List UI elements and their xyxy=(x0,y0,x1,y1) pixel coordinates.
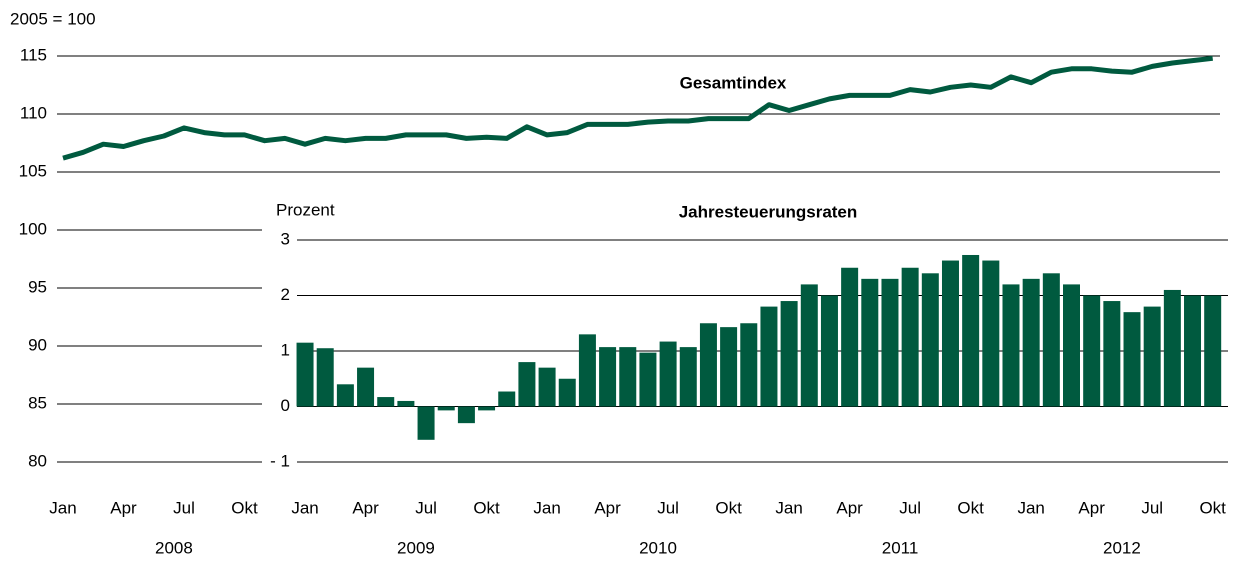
line xyxy=(62,55,1213,161)
x-tick-label: Jul xyxy=(657,498,679,517)
bar xyxy=(740,323,758,407)
bar xyxy=(1103,301,1121,407)
x-tick-label: Jan xyxy=(291,498,318,517)
x-tick-label: Okt xyxy=(715,498,742,517)
bar xyxy=(760,306,778,407)
bar xyxy=(1002,284,1020,407)
bar xyxy=(921,273,939,407)
y-tick-label: 1 xyxy=(281,340,290,359)
bar xyxy=(599,347,617,407)
bar xyxy=(478,406,496,411)
bar xyxy=(437,406,455,411)
x-tick-label: Jan xyxy=(533,498,560,517)
y-tick-label: 95 xyxy=(28,277,47,296)
x-tick-label: Jan xyxy=(49,498,76,517)
x-tick-label: Jan xyxy=(1017,498,1044,517)
y-tick-label: 80 xyxy=(28,451,47,470)
y-tick-label: 115 xyxy=(20,45,47,64)
bar xyxy=(397,400,415,407)
bar xyxy=(780,301,798,407)
bar xyxy=(357,367,375,407)
bar xyxy=(820,295,838,407)
x-tick-label: Apr xyxy=(352,498,379,517)
y-tick-label: 110 xyxy=(20,103,47,122)
bar xyxy=(1204,295,1222,407)
bar xyxy=(841,267,859,407)
bar xyxy=(578,334,596,407)
y-tick-label: 3 xyxy=(281,229,290,248)
bar xyxy=(1143,306,1161,407)
x-tick-label: Apr xyxy=(110,498,137,517)
bar xyxy=(1163,289,1181,407)
bar xyxy=(316,348,334,407)
x-tick-label: Okt xyxy=(1199,498,1226,517)
bar xyxy=(1042,273,1060,407)
bar xyxy=(336,384,354,407)
x-tick-label: Jan xyxy=(775,498,802,517)
bar xyxy=(518,362,536,407)
bar xyxy=(619,347,637,407)
year-label: 2010 xyxy=(639,538,677,557)
bar xyxy=(1184,295,1202,407)
chart-title: Jahresteuerungsraten xyxy=(679,202,858,221)
y-tick-label: 2 xyxy=(281,285,290,304)
y-tick-label: 105 xyxy=(19,161,47,180)
y-tick-label: 90 xyxy=(28,335,47,354)
y-tick-label: 100 xyxy=(19,219,47,238)
x-tick-label: Okt xyxy=(957,498,984,517)
bar xyxy=(1083,295,1101,407)
bar xyxy=(1022,278,1040,407)
bar xyxy=(720,327,738,407)
y-axis-label: Prozent xyxy=(276,200,335,219)
bar xyxy=(498,391,516,407)
x-tick-label: Apr xyxy=(594,498,621,517)
bar xyxy=(1063,284,1080,407)
bar xyxy=(699,323,717,407)
bar xyxy=(558,378,576,407)
bar xyxy=(861,278,879,407)
y-tick-label: 0 xyxy=(281,396,290,415)
bar xyxy=(457,406,475,424)
bar xyxy=(639,352,657,407)
year-label: 2012 xyxy=(1103,538,1141,557)
bar xyxy=(881,278,899,407)
year-label: 2011 xyxy=(882,538,919,557)
x-tick-label: Jul xyxy=(899,498,921,517)
y-tick-label: 85 xyxy=(28,393,47,412)
bar xyxy=(377,397,395,407)
x-tick-label: Okt xyxy=(473,498,500,517)
bar xyxy=(982,260,1000,407)
bar xyxy=(962,254,980,407)
bar xyxy=(941,260,959,407)
x-tick-label: Apr xyxy=(1078,498,1105,517)
bar xyxy=(800,284,818,407)
bar xyxy=(296,342,314,407)
series-label: Gesamtindex xyxy=(680,73,787,92)
bar xyxy=(538,367,556,407)
bar xyxy=(901,267,919,407)
bar xyxy=(659,341,677,407)
bar xyxy=(417,406,435,440)
y-axis-label: 2005 = 100 xyxy=(10,9,96,28)
bar xyxy=(679,347,697,407)
x-tick-label: Apr xyxy=(836,498,863,517)
x-tick-label: Jul xyxy=(415,498,437,517)
year-label: 2009 xyxy=(397,538,435,557)
bar xyxy=(1123,312,1141,407)
x-tick-label: Jul xyxy=(173,498,195,517)
x-tick-label: Okt xyxy=(231,498,258,517)
year-label: 2008 xyxy=(155,538,193,557)
x-tick-label: Jul xyxy=(1141,498,1163,517)
y-tick-label: - 1 xyxy=(270,451,290,470)
